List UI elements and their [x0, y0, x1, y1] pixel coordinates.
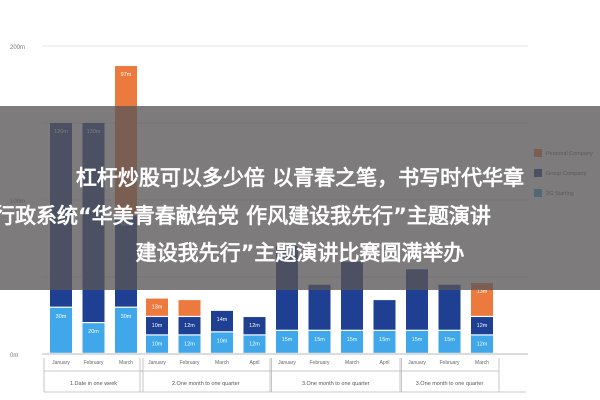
bar-segment-dark-blue	[146, 317, 168, 335]
bar-segment-light-blue	[471, 335, 493, 353]
headline-line-2: 行政系统“华美青春献给党 作风建设我先行”主题演讲	[0, 204, 491, 228]
bar-segment-dark-blue	[308, 284, 331, 330]
bar-value-label: 14m	[217, 317, 228, 323]
group-label: 3.One month to one quarter	[416, 381, 484, 387]
x-tick-label: February	[179, 360, 200, 366]
bar-value-label: 12m	[249, 323, 260, 329]
bar-value-label: 12m	[184, 342, 195, 348]
x-tick-label: January	[148, 360, 166, 366]
x-tick-label: February	[83, 360, 104, 366]
x-tick-label: March	[215, 360, 229, 366]
x-tick-label: March	[475, 360, 489, 366]
x-tick-label: March	[119, 360, 133, 366]
bar-segment-light-blue	[373, 330, 396, 353]
bar-value-label: 13m	[477, 289, 488, 295]
bar-value-label: 13m	[152, 305, 163, 311]
bar-value-label: 20m	[88, 329, 99, 335]
bar-value-label: 10m	[152, 342, 163, 348]
y-tick-label: 200m	[10, 45, 25, 51]
bar-segment-dark-blue	[438, 284, 461, 330]
x-tick-label: March	[345, 360, 359, 366]
bar-segment-orange	[146, 298, 168, 316]
y-tick-label: 0m	[10, 353, 18, 359]
group-label: 3.One month to one quarter	[302, 381, 370, 387]
x-tick-label: February	[309, 360, 330, 366]
headline-line-1: 杠杆炒股可以多少倍 以青春之笔，书写时代华章	[75, 166, 525, 190]
bar-value-label: 12m	[477, 323, 488, 329]
bar-segment-light-blue	[178, 335, 201, 353]
x-tick-label: April	[249, 360, 259, 366]
bar-value-label: 10m	[217, 338, 228, 344]
bar-segment-orange	[178, 300, 201, 316]
bar-segment-light-blue	[308, 330, 331, 353]
bar-segment-light-blue	[243, 335, 266, 353]
bar-segment-light-blue	[82, 323, 105, 353]
x-tick-label: April	[379, 360, 389, 366]
bar-value-label: 97m	[121, 72, 132, 78]
headline-line-3: 建设我先行”主题演讲比赛圆满举办	[135, 241, 465, 265]
bar-value-label: 15m	[379, 337, 390, 343]
bar-segment-light-blue	[341, 330, 363, 353]
bar-segment-light-blue	[146, 335, 168, 353]
bar-value-label: 15m	[314, 337, 325, 343]
bar-value-label: 30m	[56, 314, 67, 320]
bar-value-label: 15m	[282, 337, 293, 343]
bar-segment-light-blue	[276, 330, 298, 353]
x-tick-label: February	[439, 360, 460, 366]
bar-value-label: 12m	[477, 342, 488, 348]
bar-value-label: 12m	[249, 342, 260, 348]
bar-value-label: 15m	[444, 337, 455, 343]
x-tick-label: January	[52, 360, 70, 366]
axes: 0m100m200mJanuaryFebruaryMarchJanuaryFeb…	[10, 45, 528, 393]
headline-overlay	[0, 106, 600, 290]
bar-segment-dark-blue	[178, 317, 201, 335]
group-label: 1.Date in one week	[70, 381, 117, 387]
bar-segment-light-blue	[115, 307, 137, 353]
bar-value-label: 12m	[184, 323, 195, 329]
x-tick-label: January	[408, 360, 426, 366]
bar-segment-light-blue	[211, 332, 233, 353]
group-label: 2.One month to one quarter	[172, 381, 240, 387]
bar-segment-dark-blue	[471, 317, 493, 335]
bar-segment-dark-blue	[243, 317, 266, 335]
bar-value-label: 15m	[347, 337, 358, 343]
x-tick-label: January	[278, 360, 296, 366]
bar-value-label: 15m	[412, 337, 423, 343]
bar-value-label: 30m	[121, 314, 132, 320]
bar-value-label: 10m	[152, 323, 163, 329]
bar-segment-light-blue	[406, 330, 428, 353]
bar-segment-light-blue	[438, 330, 461, 353]
bar-segment-dark-blue	[373, 300, 396, 330]
bar-segment-dark-blue	[211, 310, 233, 332]
bar-segment-light-blue	[50, 307, 72, 353]
bar-segment-orange	[471, 283, 493, 316]
